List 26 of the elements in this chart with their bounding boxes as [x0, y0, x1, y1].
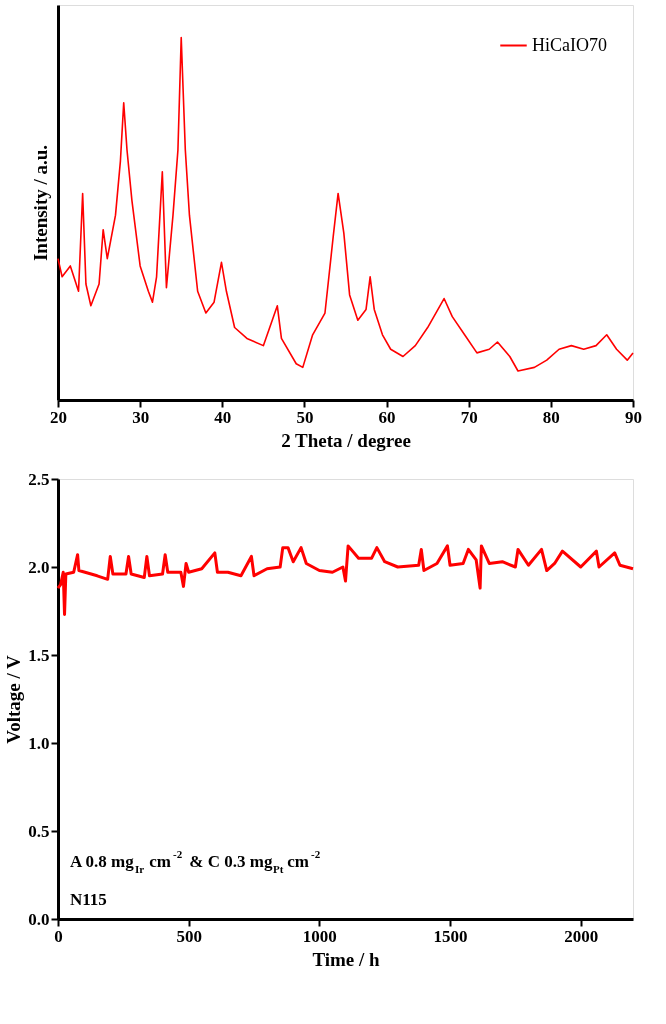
- x-tick-label: 50: [296, 407, 314, 427]
- x-tick-label: 40: [214, 407, 232, 427]
- y-tick-label: 2.0: [28, 557, 50, 577]
- y-axis-title: Intensity / a.u.: [29, 144, 51, 262]
- x-axis-title: 2 Theta / degree: [281, 429, 411, 451]
- x-tick-label: 20: [50, 407, 67, 427]
- x-tick-label: 70: [460, 407, 478, 427]
- x-tick-label: 60: [378, 407, 396, 427]
- x-tick-label: 1500: [433, 926, 468, 946]
- legend-label: HiCaIO70: [532, 34, 607, 55]
- x-tick-label: 0: [54, 926, 63, 946]
- x-tick-label: 2000: [564, 926, 599, 946]
- x-tick-label: 500: [176, 926, 202, 946]
- x-axis-title: Time / h: [312, 948, 381, 970]
- y-tick-label: 0.5: [28, 821, 50, 841]
- line-series: [56, 544, 635, 617]
- x-tick-label: 1000: [302, 926, 337, 946]
- y-tick-label: 1.0: [28, 733, 50, 753]
- x-tick-label: 90: [625, 407, 642, 427]
- x-tick-label: 80: [542, 407, 560, 427]
- x-tick-label: 30: [132, 407, 150, 427]
- y-tick-label: 0.0: [28, 909, 50, 929]
- y-axis-title: Voltage / V: [3, 654, 25, 744]
- annotation: N115: [70, 890, 107, 909]
- y-tick-label: 1.5: [28, 645, 50, 665]
- y-tick-label: 2.5: [28, 469, 50, 489]
